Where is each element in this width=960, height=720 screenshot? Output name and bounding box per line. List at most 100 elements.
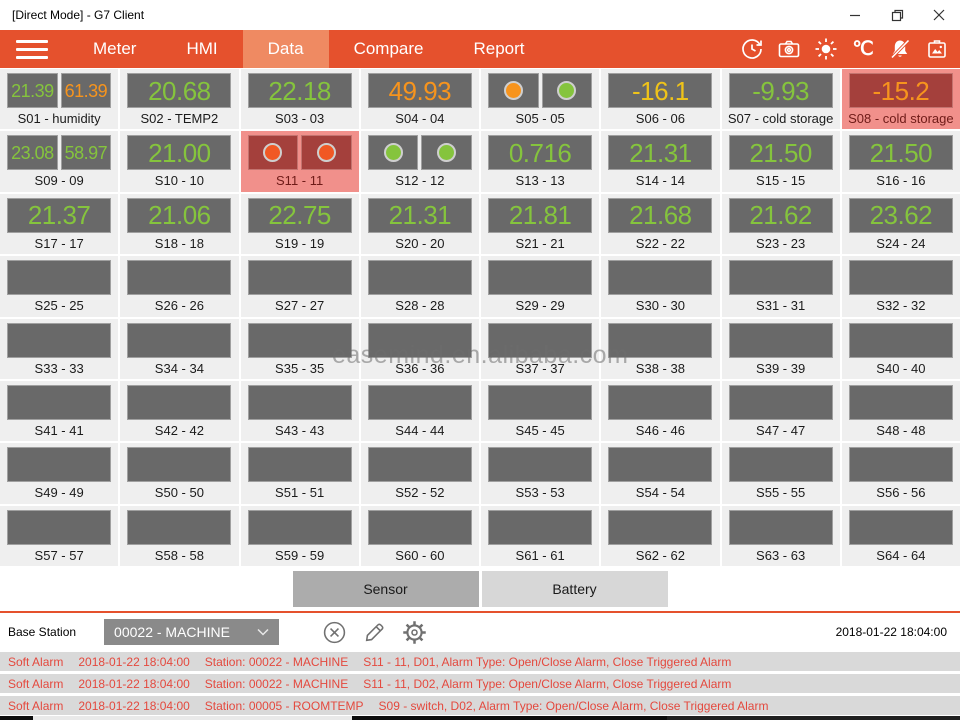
sensor-tile-s18[interactable]: 21.06 S18 - 18 [120, 193, 239, 255]
value-box [421, 135, 472, 171]
tab-battery[interactable]: Battery [481, 571, 668, 607]
menu-icon[interactable] [16, 30, 50, 68]
minimize-button[interactable] [834, 0, 876, 30]
alarm-mute-icon[interactable] [887, 36, 913, 62]
sensor-tile-s17[interactable]: 21.37 S17 - 17 [0, 193, 119, 255]
sensor-tile-s06[interactable]: -16.1 S06 - 06 [601, 69, 720, 130]
sensor-tile-s39[interactable]: S39 - 39 [721, 318, 840, 379]
sensor-tile-s53[interactable]: S53 - 53 [481, 443, 600, 504]
edit-icon[interactable] [362, 620, 387, 645]
nav-item-meter[interactable]: Meter [93, 39, 137, 58]
gallery-icon[interactable] [924, 36, 950, 62]
sensor-tile-s57[interactable]: S57 - 57 [0, 505, 119, 566]
sensor-tile-s33[interactable]: S33 - 33 [0, 318, 119, 379]
sensor-tile-s30[interactable]: S30 - 30 [601, 256, 720, 317]
sensor-value: 22.75 [268, 200, 331, 231]
sensor-tile-s03[interactable]: 22.18 S03 - 03 [240, 69, 359, 130]
tab-sensor[interactable]: Sensor [292, 571, 479, 607]
close-button[interactable] [918, 0, 960, 30]
sensor-label: S33 - 33 [34, 360, 84, 376]
sensor-tile-s44[interactable]: S44 - 44 [360, 380, 479, 442]
sensor-tile-s26[interactable]: S26 - 26 [120, 256, 239, 317]
value-box: 21.31 [608, 135, 713, 171]
alarm-row[interactable]: Soft Alarm 2018-01-22 18:04:00 Station: … [0, 696, 960, 715]
sensor-tile-s52[interactable]: S52 - 52 [360, 443, 479, 504]
settings-icon[interactable] [402, 620, 427, 645]
sensor-tile-s63[interactable]: S63 - 63 [721, 505, 840, 566]
sensor-tile-s54[interactable]: S54 - 54 [601, 443, 720, 504]
divider-line [0, 611, 960, 613]
sensor-tile-s27[interactable]: S27 - 27 [240, 256, 359, 317]
sensor-tile-s41[interactable]: S41 - 41 [0, 380, 119, 442]
sensor-tile-s48[interactable]: S48 - 48 [841, 380, 960, 442]
sensor-tile-s32[interactable]: S32 - 32 [841, 256, 960, 317]
sensor-tile-s23[interactable]: 21.62 S23 - 23 [721, 193, 840, 255]
restore-button[interactable] [876, 0, 918, 30]
value-box: 61.39 [60, 73, 112, 108]
sensor-tile-s61[interactable]: S61 - 61 [481, 505, 600, 566]
nav-item-hmi[interactable]: HMI [186, 39, 218, 58]
sensor-tile-s02[interactable]: 20.68 S02 - TEMP2 [120, 69, 239, 130]
sensor-tile-s09[interactable]: 23.08 58.97 S09 - 09 [0, 131, 119, 192]
value-box: 49.93 [367, 73, 472, 108]
cancel-icon[interactable] [322, 620, 347, 645]
sensor-tile-s62[interactable]: S62 - 62 [601, 505, 720, 566]
sensor-tile-s45[interactable]: S45 - 45 [481, 380, 600, 442]
nav-item-compare[interactable]: Compare [353, 39, 424, 58]
sensor-tile-s51[interactable]: S51 - 51 [240, 443, 359, 504]
sensor-tile-s49[interactable]: S49 - 49 [0, 443, 119, 504]
sensor-tile-s19[interactable]: 22.75 S19 - 19 [240, 193, 359, 255]
temperature-unit-label[interactable]: ℃ [852, 38, 874, 60]
sensor-tile-s55[interactable]: S55 - 55 [721, 443, 840, 504]
brightness-icon[interactable] [813, 36, 839, 62]
base-station-select[interactable]: 00022 - MACHINE [104, 619, 280, 645]
sensor-tile-s22[interactable]: 21.68 S22 - 22 [601, 193, 720, 255]
sensor-tile-s58[interactable]: S58 - 58 [120, 505, 239, 566]
sensor-tile-s42[interactable]: S42 - 42 [120, 380, 239, 442]
value-box [728, 260, 833, 296]
sensor-tile-s12[interactable]: S12 - 12 [360, 131, 479, 192]
refresh-history-icon[interactable] [739, 36, 765, 62]
sensor-value: 21.06 [148, 200, 211, 231]
sensor-tile-s29[interactable]: S29 - 29 [481, 256, 600, 317]
nav-item-report[interactable]: Report [473, 39, 525, 58]
sensor-tile-s14[interactable]: 21.31 S14 - 14 [601, 131, 720, 192]
sensor-tile-s01[interactable]: 21.39 61.39 S01 - humidity [0, 69, 119, 130]
sensor-tile-s64[interactable]: S64 - 64 [841, 505, 960, 566]
sensor-tile-s31[interactable]: S31 - 31 [721, 256, 840, 317]
sensor-tile-s36[interactable]: S36 - 36 [360, 318, 479, 379]
sensor-tile-s60[interactable]: S60 - 60 [360, 505, 479, 566]
sensor-tile-s11[interactable]: S11 - 11 [240, 131, 359, 192]
sensor-tile-s46[interactable]: S46 - 46 [601, 380, 720, 442]
sensor-label: S24 - 24 [876, 235, 926, 251]
alarm-time: 2018-01-22 18:04:00 [78, 654, 190, 669]
sensor-tile-s25[interactable]: S25 - 25 [0, 256, 119, 317]
sensor-tile-s35[interactable]: S35 - 35 [240, 318, 359, 379]
sensor-tile-s37[interactable]: S37 - 37 [481, 318, 600, 379]
sensor-tile-s16[interactable]: 21.50 S16 - 16 [841, 131, 960, 192]
sensor-tile-s43[interactable]: S43 - 43 [240, 380, 359, 442]
sensor-tile-s15[interactable]: 21.50 S15 - 15 [721, 131, 840, 192]
sensor-tile-s07[interactable]: -9.93 S07 - cold storage [721, 69, 840, 130]
sensor-tile-s24[interactable]: 23.62 S24 - 24 [841, 193, 960, 255]
sensor-tile-s50[interactable]: S50 - 50 [120, 443, 239, 504]
alarm-row[interactable]: Soft Alarm 2018-01-22 18:04:00 Station: … [0, 674, 960, 693]
camera-icon[interactable] [776, 36, 802, 62]
alarm-row[interactable]: Soft Alarm 2018-01-22 18:04:00 Station: … [0, 652, 960, 671]
nav-item-data[interactable]: Data [242, 30, 329, 68]
value-box-group: 21.06 [127, 197, 232, 233]
sensor-tile-s05[interactable]: S05 - 05 [481, 69, 600, 130]
sensor-tile-s04[interactable]: 49.93 S04 - 04 [360, 69, 479, 130]
sensor-tile-s20[interactable]: 21.31 S20 - 20 [360, 193, 479, 255]
sensor-tile-s28[interactable]: S28 - 28 [360, 256, 479, 317]
sensor-tile-s40[interactable]: S40 - 40 [841, 318, 960, 379]
sensor-tile-s59[interactable]: S59 - 59 [240, 505, 359, 566]
sensor-tile-s08[interactable]: -15.2 S08 - cold storage [841, 69, 960, 130]
sensor-tile-s13[interactable]: 0.716 S13 - 13 [481, 131, 600, 192]
sensor-tile-s56[interactable]: S56 - 56 [841, 443, 960, 504]
sensor-tile-s47[interactable]: S47 - 47 [721, 380, 840, 442]
sensor-tile-s38[interactable]: S38 - 38 [601, 318, 720, 379]
sensor-tile-s10[interactable]: 21.00 S10 - 10 [120, 131, 239, 192]
sensor-tile-s21[interactable]: 21.81 S21 - 21 [481, 193, 600, 255]
sensor-tile-s34[interactable]: S34 - 34 [120, 318, 239, 379]
